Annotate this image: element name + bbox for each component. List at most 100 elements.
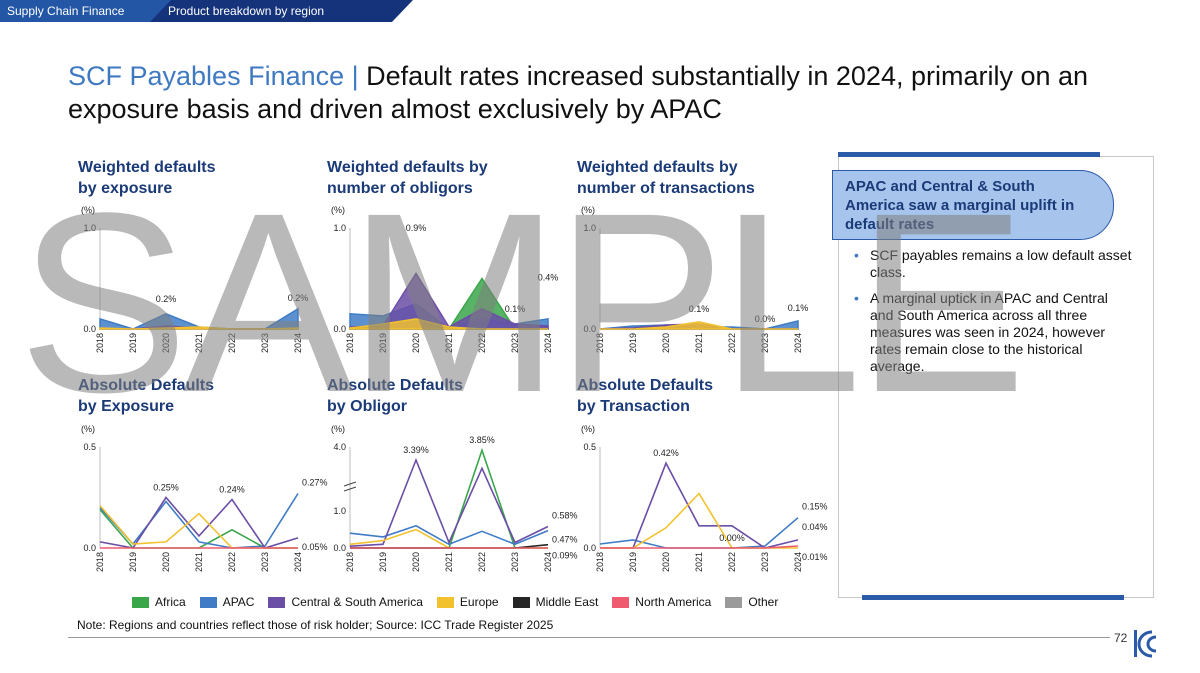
data-label: 0.27% [302, 477, 328, 487]
y-unit-label: (%) [581, 424, 595, 434]
y-tick-label: 0.0 [83, 324, 96, 334]
panel-title-line: Absolute Defaults [577, 377, 714, 394]
data-label: 3.39% [403, 445, 429, 455]
x-tick-label: 2023 [510, 333, 520, 353]
y-tick-label: 1.0 [583, 223, 596, 233]
legend-swatch [436, 596, 454, 608]
y-tick-label: 4.0 [333, 442, 346, 452]
series-north-america-line [600, 545, 799, 549]
page-tab[interactable]: Product breakdown by region [150, 0, 413, 22]
legend-item-central-south-america: Central & South America [268, 595, 423, 609]
legend-item-middle-east: Middle East [512, 595, 599, 609]
footer-divider [68, 637, 1110, 638]
data-label: 0.25% [153, 483, 179, 493]
legend-label: Africa [155, 595, 186, 609]
chart-weighted-by-exposure: (%) 0.0 1.0 2018 2019 2020 2021 2022 2023 2024 0.2… [81, 205, 309, 353]
chart-absolute-by-exposure: (%) 0.0 0.5 2018 2019 2020 2021 2022 2023 2024 0.2… [81, 424, 328, 572]
data-label: 3.85% [469, 435, 495, 445]
x-tick-label: 2022 [477, 552, 487, 572]
x-tick-label: 2020 [411, 333, 421, 353]
data-label: 0.1% [689, 304, 710, 314]
chart-weighted-by-transactions: (%) 0.0 1.0 2018 2019 2020 2021 2022 2023 2024 0.1… [581, 205, 809, 353]
panel-title-line: number of obligors [327, 180, 473, 197]
legend-swatch [268, 596, 286, 608]
y-tick-label: 0.5 [583, 442, 596, 452]
legend-label: Central & South America [291, 595, 423, 609]
legend-label: Middle East [535, 595, 599, 609]
series-central-south-america-line [349, 457, 549, 547]
data-label: 0.09% [552, 551, 578, 561]
data-label: 0.58% [552, 511, 578, 521]
legend-item-africa: Africa [132, 595, 186, 609]
x-tick-label: 2020 [161, 552, 171, 572]
y-tick-label: 1.0 [83, 223, 96, 233]
data-label: 0.00% [719, 533, 745, 543]
data-label: 0.0% [755, 314, 776, 324]
icc-logo [1134, 630, 1157, 658]
x-tick-label: 2024 [293, 333, 303, 353]
legend-swatch [725, 596, 743, 608]
series-central-south-america-line [600, 461, 799, 549]
section-tab[interactable]: Supply Chain Finance [0, 0, 197, 22]
data-label: 0.4% [538, 273, 559, 283]
chart-legend: Africa APAC Central & South America Euro… [132, 595, 778, 609]
y-tick-label: 1.0 [333, 223, 346, 233]
chart-absolute-by-transaction: (%) 0.0 0.5 2018 2019 2020 2021 2022 2023 2024 0.4… [581, 424, 828, 572]
insight-bullets: SCF payables remains a low default asset… [852, 247, 1132, 384]
panel-title-atrx: Absolute Defaults by Transaction [577, 375, 787, 417]
x-tick-label: 2023 [760, 552, 770, 572]
x-tick-label: 2022 [727, 552, 737, 572]
panel-title-line: by Transaction [577, 398, 690, 415]
x-tick-label: 2023 [760, 333, 770, 353]
legend-swatch [132, 596, 149, 608]
panel-title-line: Weighted defaults [78, 159, 216, 176]
y-unit-label: (%) [81, 424, 95, 434]
data-label: 0.47% [552, 535, 578, 545]
x-tick-label: 2021 [444, 333, 454, 353]
x-tick-label: 2019 [128, 333, 138, 353]
axis-break-mark [343, 486, 357, 492]
x-tick-label: 2022 [227, 333, 237, 353]
y-tick-label: 0.5 [83, 442, 96, 452]
panel-title-line: Absolute Defaults [78, 377, 215, 394]
x-tick-label: 2021 [694, 333, 704, 353]
x-tick-label: 2019 [628, 333, 638, 353]
x-tick-label: 2023 [260, 333, 270, 353]
section-tab-label: Supply Chain Finance [7, 4, 125, 18]
series-europe-area [349, 318, 548, 330]
x-tick-label: 2024 [543, 552, 553, 572]
legend-swatch [612, 596, 630, 608]
y-unit-label: (%) [81, 205, 95, 215]
series-europe-area [600, 321, 798, 330]
series-europe-area [99, 326, 299, 330]
insight-bullet: A marginal uptick in APAC and Central an… [852, 290, 1132, 375]
series-africa-line [350, 447, 548, 549]
data-label: 0.15% [802, 502, 828, 512]
y-unit-label: (%) [331, 205, 345, 215]
x-tick-label: 2018 [345, 333, 355, 353]
data-label: 0.9% [406, 223, 427, 233]
x-tick-label: 2018 [595, 552, 605, 572]
data-label: 0.2% [288, 293, 309, 303]
x-tick-label: 2020 [411, 552, 421, 572]
x-tick-label: 2022 [727, 333, 737, 353]
panel-title-line: by exposure [78, 180, 173, 197]
panel-title-wtrx: Weighted defaults by number of transactio… [577, 157, 787, 199]
y-tick-label: 0.0 [333, 324, 346, 334]
x-tick-label: 2024 [793, 552, 803, 572]
data-label: 0.1% [505, 304, 526, 314]
series-apac-area [99, 307, 299, 330]
y-unit-label: (%) [331, 424, 345, 434]
footnote: Note: Regions and countries reflect thos… [77, 618, 554, 632]
legend-swatch [199, 596, 217, 608]
page-number: 72 [1114, 631, 1128, 645]
series-apac-line [599, 517, 799, 549]
panel-title-wobl: Weighted defaults by number of obligors [327, 157, 537, 199]
insight-panel-top-bar [838, 152, 1100, 157]
x-tick-label: 2019 [378, 333, 388, 353]
legend-item-north-america: North America [612, 595, 711, 609]
data-label: 0.1% [788, 303, 809, 313]
legend-item-other: Other [725, 595, 778, 609]
panel-title-aexp: Absolute Defaults by Exposure [78, 375, 288, 417]
legend-label: North America [635, 595, 712, 609]
